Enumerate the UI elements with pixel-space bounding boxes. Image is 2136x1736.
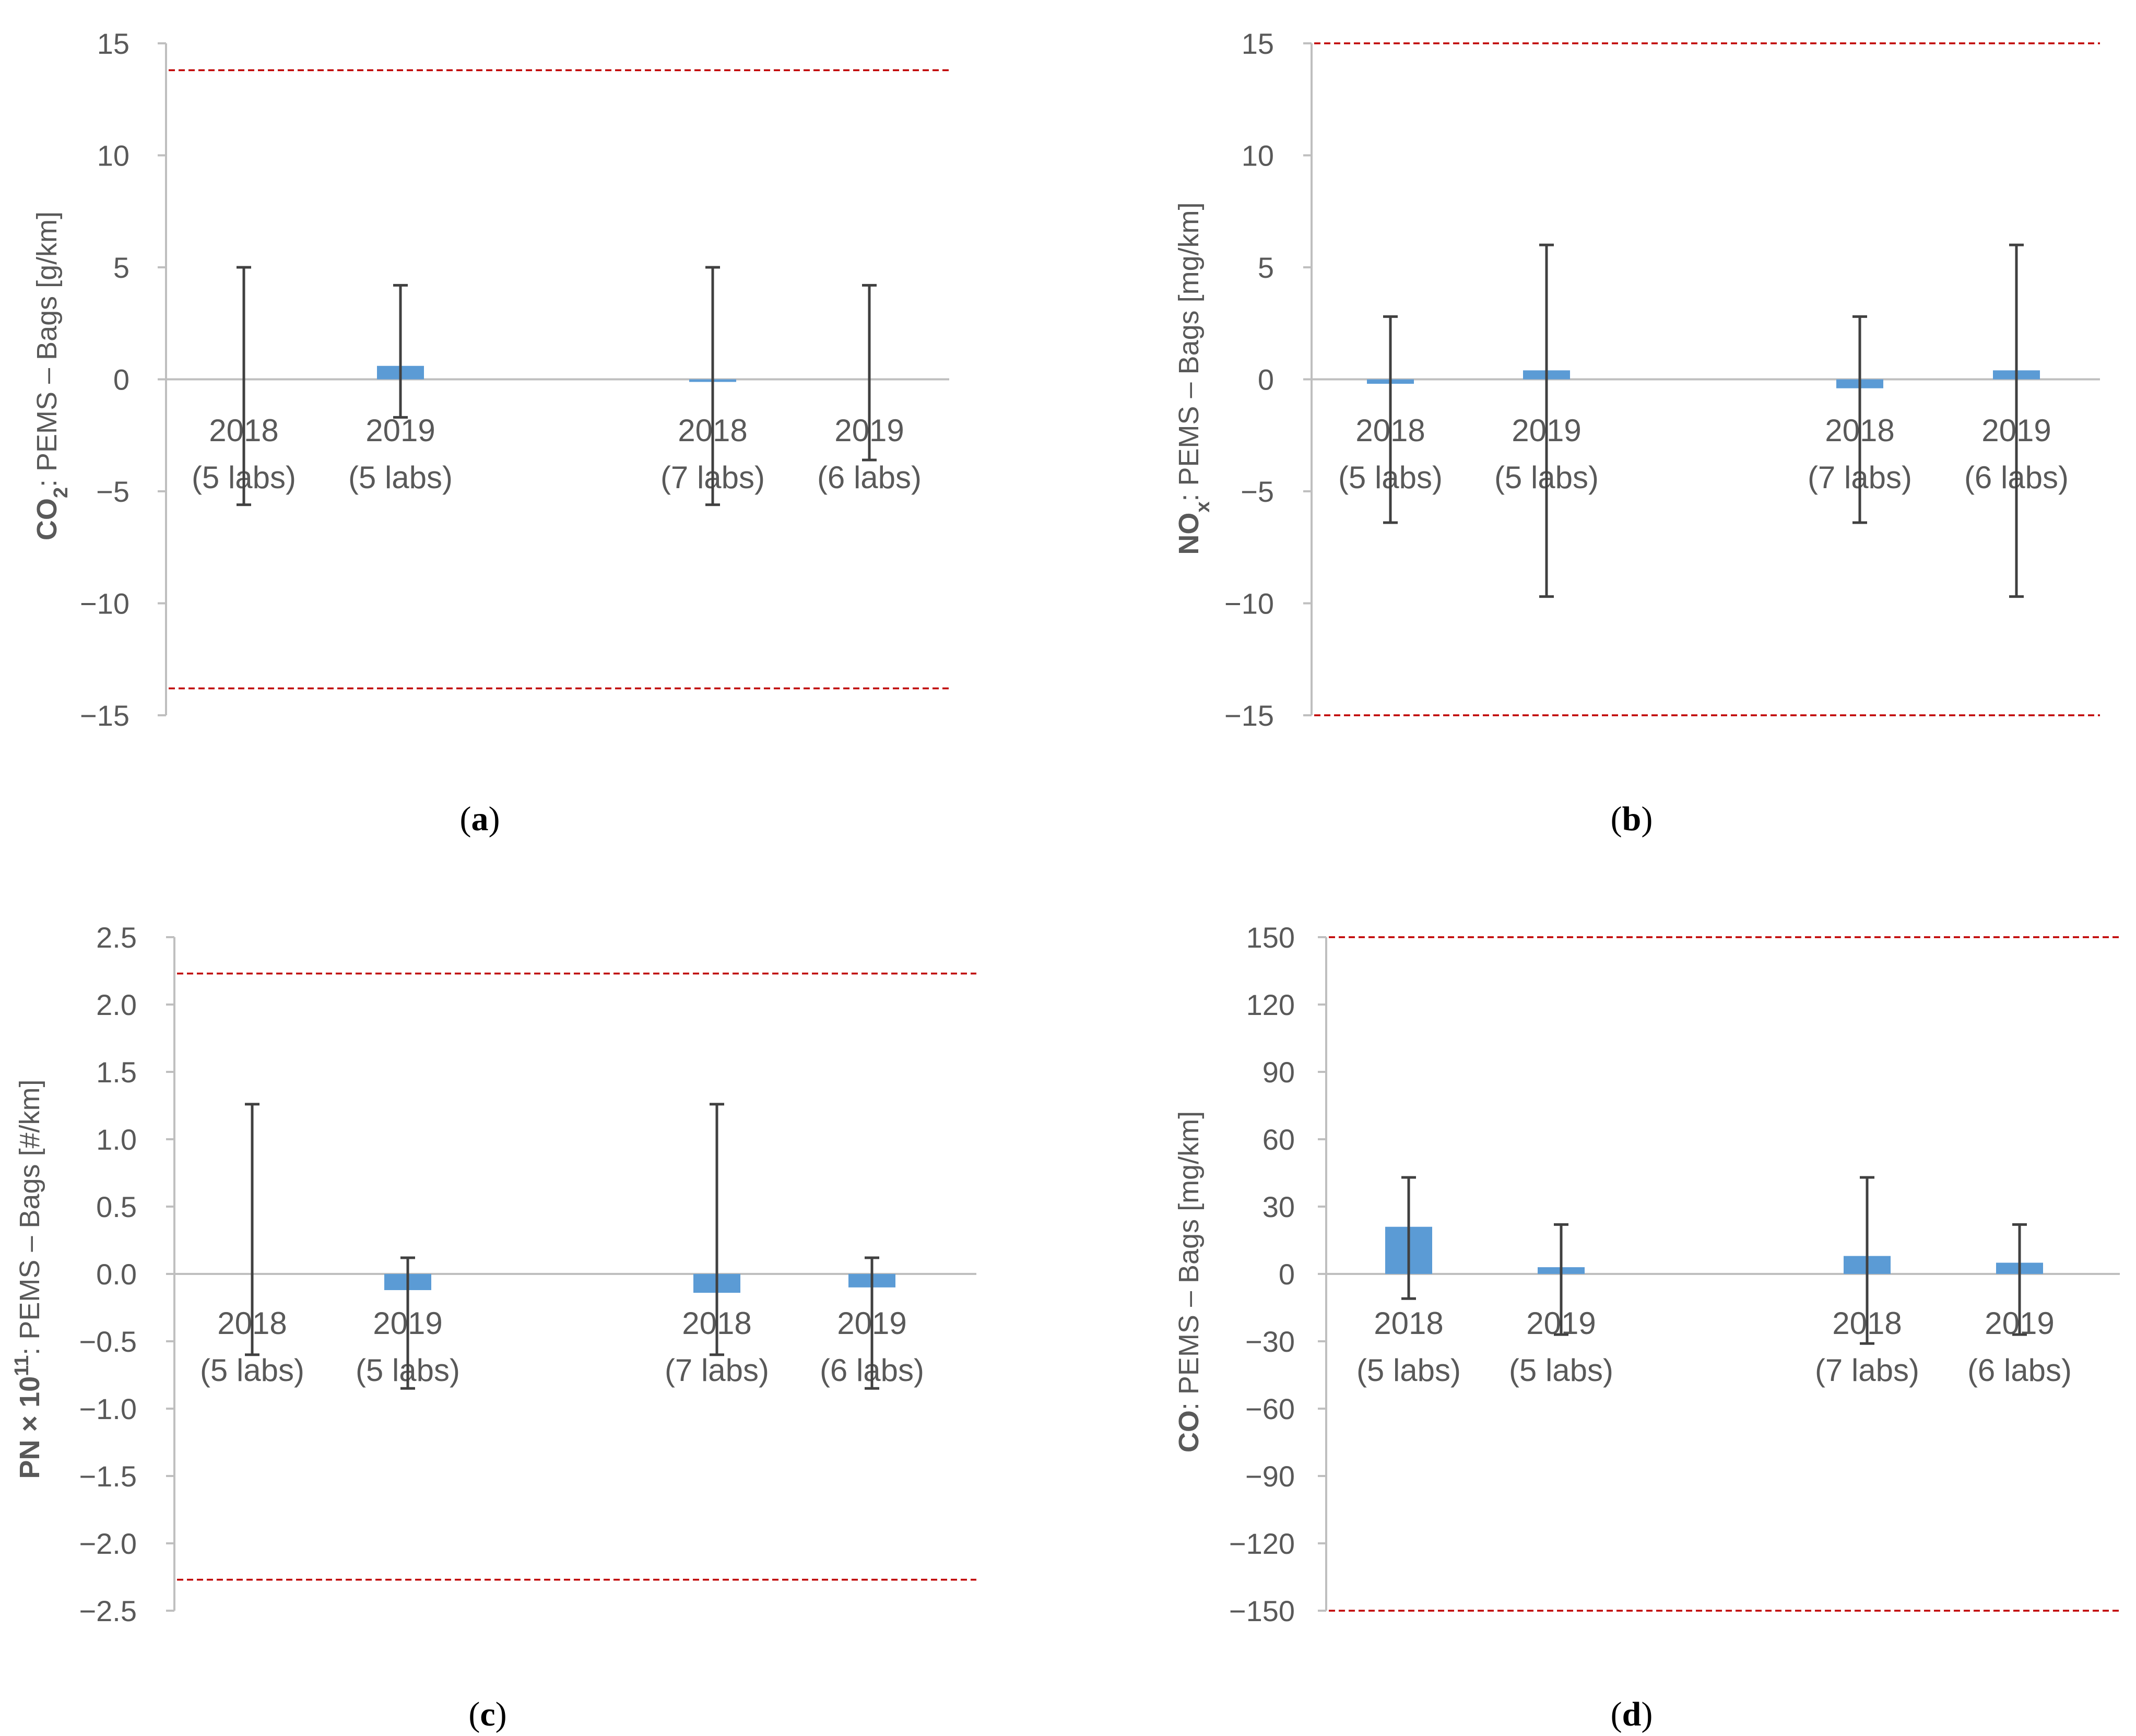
y-axis-title-rest: : PEMS – Bags [g/km] <box>31 211 63 487</box>
panel-caption-letter: c <box>480 1695 495 1733</box>
y-tick-label: 10 <box>97 139 129 172</box>
y-axis-title-superscript: 11 <box>11 1355 33 1376</box>
y-tick-label: −5 <box>96 475 129 508</box>
y-tick-label: 2.5 <box>96 921 137 954</box>
category-year-label: 2018 <box>1374 1306 1443 1341</box>
panel-caption: (d) <box>1611 1695 1653 1733</box>
y-tick-label: 120 <box>1246 988 1295 1021</box>
y-axis-title: CO2: PEMS – Bags [g/km] <box>31 211 72 540</box>
y-tick-label: 2.0 <box>96 988 137 1021</box>
category-labs-label: (5 labs) <box>200 1353 304 1388</box>
panel-caption-close: ) <box>1641 1695 1653 1733</box>
y-tick-label: 0.5 <box>96 1190 137 1223</box>
y-tick-label: −15 <box>80 699 129 732</box>
y-tick-label: 60 <box>1262 1123 1295 1156</box>
category-labs-label: (6 labs) <box>817 460 922 495</box>
y-axis-title-rest: : PEMS – Bags [mg/km] <box>1173 202 1205 501</box>
y-tick-label: −2.0 <box>79 1527 137 1560</box>
y-axis-title: NOx: PEMS – Bags [mg/km] <box>1173 202 1214 554</box>
chart-panel-c: 2.52.01.51.00.50.0−0.5−1.0−1.5−2.0−2.520… <box>11 921 976 1733</box>
y-tick-label: −120 <box>1229 1527 1295 1560</box>
y-tick-label: −2.5 <box>79 1595 137 1627</box>
category-labs-label: (5 labs) <box>1509 1353 1613 1388</box>
y-tick-label: −90 <box>1245 1460 1295 1493</box>
y-axis-title: PN × 1011: PEMS – Bags [#/km] <box>11 1080 45 1479</box>
panel-caption: (b) <box>1611 800 1653 838</box>
y-tick-label: 0.0 <box>96 1258 137 1291</box>
y-tick-label: 0 <box>1279 1258 1295 1291</box>
panel-caption-open: ( <box>1611 1695 1622 1733</box>
y-tick-label: 15 <box>97 27 129 60</box>
y-tick-label: −15 <box>1224 699 1274 732</box>
panel-caption-close: ) <box>489 800 500 838</box>
y-axis-title-species: CO <box>31 498 63 540</box>
y-axis-title-species: CO <box>1173 1410 1205 1452</box>
y-tick-label: 150 <box>1246 921 1295 954</box>
y-tick-label: 0 <box>1258 363 1274 396</box>
panel-caption-letter: a <box>471 800 489 838</box>
category-labs-label: (6 labs) <box>1967 1353 2072 1388</box>
y-axis-title-rest: : PEMS – Bags [mg/km] <box>1173 1111 1205 1410</box>
panel-caption-letter: d <box>1622 1695 1642 1733</box>
y-tick-label: −10 <box>1224 587 1274 620</box>
y-tick-label: −0.5 <box>79 1325 137 1358</box>
y-axis-title-subscript: x <box>1192 502 1214 513</box>
y-tick-label: −1.5 <box>79 1460 137 1493</box>
panel-caption-open: ( <box>460 800 471 838</box>
y-tick-label: 10 <box>1242 139 1274 172</box>
y-tick-label: 1.0 <box>96 1123 137 1156</box>
y-tick-label: 5 <box>113 251 129 284</box>
category-labs-label: (7 labs) <box>665 1353 769 1388</box>
y-tick-label: 5 <box>1258 251 1274 284</box>
category-labs-label: (5 labs) <box>348 460 453 495</box>
y-tick-label: −60 <box>1245 1392 1295 1425</box>
y-tick-label: 15 <box>1242 27 1274 60</box>
panel-caption: (c) <box>468 1695 506 1733</box>
y-axis-title-species: NO <box>1173 513 1205 555</box>
category-labs-label: (7 labs) <box>1815 1353 1919 1388</box>
y-tick-label: 90 <box>1262 1056 1295 1089</box>
chart-panel-d: 150 120 90 60 30 0 −30 −60 −90 −120 −150 2018 (5 lab… <box>1173 921 2120 1733</box>
category-labs-label: (5 labs) <box>1356 1353 1461 1388</box>
y-tick-label: −5 <box>1241 475 1274 508</box>
y-tick-label: 0 <box>113 363 129 396</box>
y-axis-title-rest: : PEMS – Bags [#/km] <box>14 1080 45 1355</box>
y-axis-title-subscript: 2 <box>50 487 72 498</box>
panel-caption-close: ) <box>495 1695 507 1733</box>
y-axis-title-species: PN × 10 <box>14 1376 45 1479</box>
category-year-label: 2019 <box>365 413 435 448</box>
y-tick-label: −1.0 <box>79 1392 137 1425</box>
y-tick-label: −150 <box>1229 1595 1295 1627</box>
y-tick-label: −10 <box>80 587 129 620</box>
panel-caption-letter: b <box>1622 800 1642 838</box>
y-tick-label: −30 <box>1245 1325 1295 1358</box>
panel-caption: (a) <box>460 800 500 838</box>
y-axis-title: CO: PEMS – Bags [mg/km] <box>1173 1111 1205 1452</box>
y-tick-label: 30 <box>1262 1190 1295 1223</box>
panel-caption-open: ( <box>1611 800 1622 838</box>
panel-caption-open: ( <box>468 1695 480 1733</box>
y-tick-label: 1.5 <box>96 1056 137 1089</box>
panel-caption-close: ) <box>1641 800 1653 838</box>
